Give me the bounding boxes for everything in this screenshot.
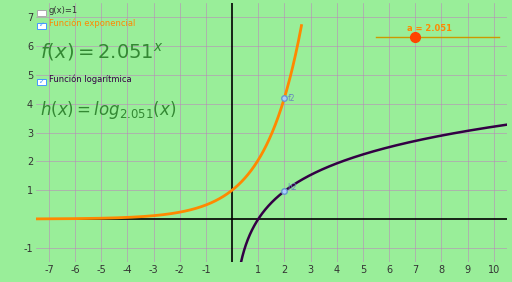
Text: ✓: ✓ xyxy=(39,79,45,85)
Text: a = 2.051: a = 2.051 xyxy=(408,24,453,33)
Text: f2: f2 xyxy=(288,94,295,103)
Text: ✓: ✓ xyxy=(39,23,45,28)
Text: Función exponencial: Función exponencial xyxy=(49,19,135,28)
Text: g(x)=1: g(x)=1 xyxy=(49,6,78,15)
Text: $f(x) = 2.051^x$: $f(x) = 2.051^x$ xyxy=(40,41,163,63)
Text: Función logarítmica: Función logarítmica xyxy=(49,75,132,84)
Text: $h(x) = log_{2.051}(x)$: $h(x) = log_{2.051}(x)$ xyxy=(40,99,176,121)
Text: h2: h2 xyxy=(288,183,297,192)
Bar xyxy=(37,79,46,85)
Bar xyxy=(37,10,46,16)
Bar xyxy=(37,23,46,29)
